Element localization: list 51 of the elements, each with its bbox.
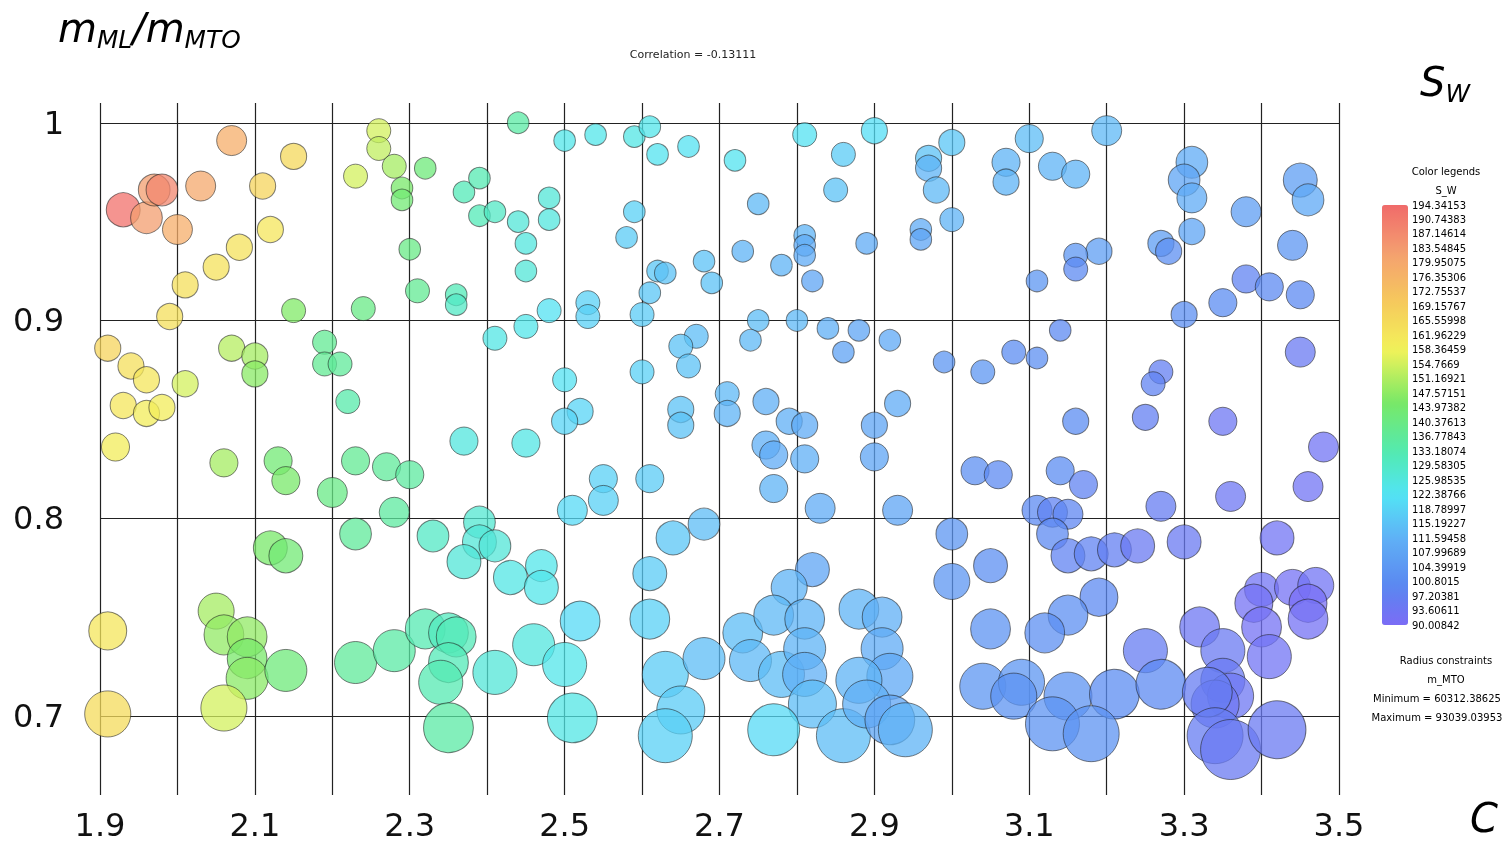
color-bar-label: 104.39919 xyxy=(1412,561,1467,573)
x-tick-label: 2.3 xyxy=(384,806,436,844)
color-bar-label: 165.55998 xyxy=(1412,315,1467,327)
x-tick-label: 2.5 xyxy=(539,806,591,844)
color-bar-label: 140.37613 xyxy=(1412,416,1467,428)
x-tick-label: 2.9 xyxy=(848,806,900,844)
color-bar-label: 133.18074 xyxy=(1412,445,1467,457)
color-bar-label: 115.19227 xyxy=(1412,518,1467,530)
text: Maximum = 93039.03953 xyxy=(1371,711,1503,723)
color-bar-label: 183.54845 xyxy=(1412,242,1467,254)
color-bar-label: 169.15767 xyxy=(1412,300,1467,312)
color-bar-label: 129.58305 xyxy=(1412,460,1467,472)
color-bar-label: 125.98535 xyxy=(1412,474,1467,486)
color-bar-label: 190.74383 xyxy=(1412,213,1467,225)
color-bar-label: 136.77843 xyxy=(1412,431,1467,443)
color-bar-label: 118.78997 xyxy=(1412,503,1467,515)
color-bar-label: 151.16921 xyxy=(1412,373,1467,385)
x-tick-label: 3.5 xyxy=(1313,806,1365,844)
color-bar-label: 158.36459 xyxy=(1412,344,1467,356)
color-bar-label: 143.97382 xyxy=(1412,402,1467,414)
color-bar-label: 90.00842 xyxy=(1412,619,1460,631)
x-tick-label: 3.3 xyxy=(1158,806,1210,844)
color-bar-label: 176.35306 xyxy=(1412,271,1467,283)
x-tick-label: 3.1 xyxy=(1003,806,1055,844)
x-tick-label: 2.1 xyxy=(229,806,281,844)
color-bar-label: 147.57151 xyxy=(1412,387,1467,399)
color-bar-label: 187.14614 xyxy=(1412,228,1467,240)
color-bar-label: 194.34153 xyxy=(1412,199,1467,211)
color-bar-label: 154.7669 xyxy=(1412,358,1460,370)
x-axis-title: C xyxy=(1470,795,1498,841)
color-bar-label: 111.59458 xyxy=(1412,532,1467,544)
legend-title: Color legends xyxy=(1411,165,1481,177)
text: Minimum = 60312.38625 xyxy=(1373,692,1501,704)
y-tick-label: 0.8 xyxy=(13,499,64,538)
x-tick-label: 1.9 xyxy=(74,806,126,844)
color-bar-label: 161.96229 xyxy=(1412,329,1467,341)
color-bar-label: 172.75537 xyxy=(1412,286,1467,298)
y-tick-label: 1 xyxy=(43,103,64,142)
color-bar-label: 100.8015 xyxy=(1412,576,1460,588)
text: Radius constraints xyxy=(1399,654,1493,666)
color-bar-label: 93.60611 xyxy=(1412,605,1460,617)
y-tick-label: 0.7 xyxy=(13,696,64,735)
color-bar-title: S_W xyxy=(1435,184,1457,197)
y-tick-label: 0.9 xyxy=(13,301,64,340)
color-bar-label: 107.99689 xyxy=(1412,547,1467,559)
color-bar-label: 97.20381 xyxy=(1412,590,1460,602)
chart-title: Correlation = -0.13111 xyxy=(629,48,757,61)
color-bar-label: 122.38766 xyxy=(1412,489,1467,501)
x-tick-label: 2.7 xyxy=(694,806,745,844)
text: m_MTO xyxy=(1427,673,1465,686)
color-bar-label: 179.95075 xyxy=(1412,257,1467,269)
